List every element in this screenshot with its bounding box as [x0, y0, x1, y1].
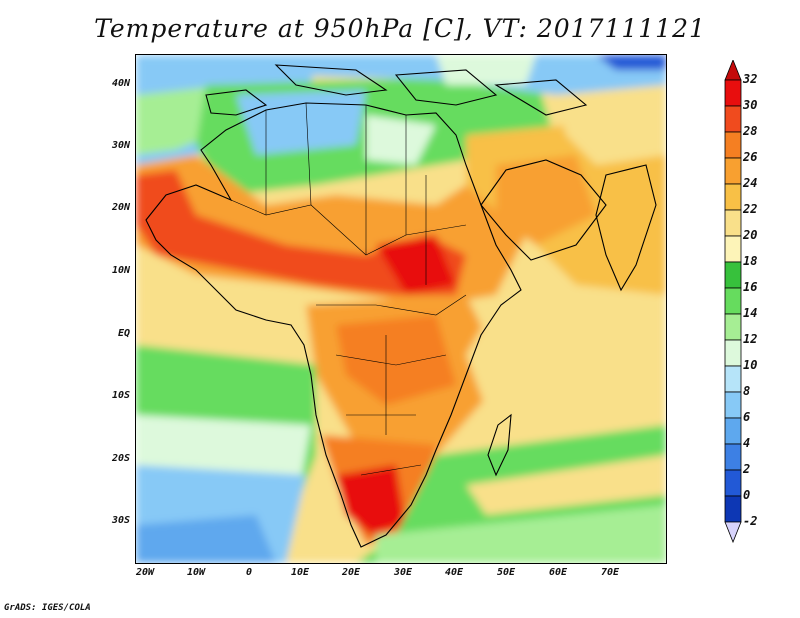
colorbar-label: 4: [743, 436, 751, 450]
lat-label: EQ: [117, 328, 130, 339]
lat-label: 10S: [111, 390, 130, 401]
lon-label: 70E: [600, 567, 620, 578]
colorbar-box: [724, 495, 742, 523]
colorbar-box: [724, 313, 742, 341]
map-title: Temperature at 950hPa [C], VT: 201711112…: [94, 14, 706, 43]
colorbar-label: 18: [743, 254, 758, 268]
country-borders: [195, 102, 467, 476]
colorbar-label: 22: [743, 202, 758, 216]
colorbar-box: [724, 79, 742, 107]
lat-label: 20N: [111, 202, 130, 213]
colorbar-label: 14: [743, 306, 758, 320]
colorbar-label: 6: [743, 410, 751, 424]
colorbar-label: 12: [743, 332, 758, 346]
colorbar-box: [724, 391, 742, 419]
colorbar-under-triangle: [724, 521, 742, 544]
lat-label: 30N: [111, 140, 130, 151]
colorbar-box: [724, 339, 742, 367]
lon-label: 20W: [135, 567, 155, 578]
lat-label: 20S: [111, 453, 130, 464]
colorbar-box: [724, 443, 742, 471]
colorbar-box: [724, 417, 742, 445]
colorbar-label: 20: [743, 228, 758, 242]
coastlines: [145, 64, 657, 548]
lon-label: 0: [245, 567, 253, 578]
colorbar-label: 0: [743, 488, 751, 502]
colorbar-box: [724, 183, 742, 211]
colorbar-box: [724, 131, 742, 159]
colorbar-label: 16: [743, 280, 758, 294]
lon-label: 60E: [548, 567, 568, 578]
lat-label: 10N: [111, 265, 130, 276]
colorbar-box: [724, 261, 742, 289]
lon-label: 10W: [186, 567, 206, 578]
colorbar-label: 2: [743, 462, 751, 476]
lon-label: 50E: [496, 567, 516, 578]
colorbar-label: 24: [743, 176, 758, 190]
lon-label: 20E: [341, 567, 361, 578]
lon-label: 10E: [290, 567, 310, 578]
colorbar-label: 32: [743, 72, 758, 86]
temperature-map: [135, 54, 667, 564]
colorbar-box: [724, 235, 742, 263]
colorbar-over-triangle: [724, 60, 742, 81]
colorbar-box: [724, 469, 742, 497]
lat-label: 30S: [111, 515, 130, 526]
colorbar-label: 30: [743, 98, 758, 112]
lat-label: 40N: [111, 78, 130, 89]
colorbar-label: 8: [743, 384, 751, 398]
colorbar-label: 10: [743, 358, 758, 372]
lon-label: 40E: [444, 567, 464, 578]
lon-label: 30E: [393, 567, 413, 578]
colorbar-box: [724, 105, 742, 133]
colorbar-box: [724, 365, 742, 393]
colorbar-box: [724, 157, 742, 185]
colorbar-box: [724, 209, 742, 237]
temperature-field: [136, 55, 666, 563]
colorbar-label: -2: [743, 514, 758, 528]
colorbar: [724, 60, 742, 544]
colorbar-label: 26: [743, 150, 758, 164]
colorbar-label: 28: [743, 124, 758, 138]
colorbar-box: [724, 287, 742, 315]
grads-credit: GrADS: IGES/COLA: [4, 603, 91, 613]
